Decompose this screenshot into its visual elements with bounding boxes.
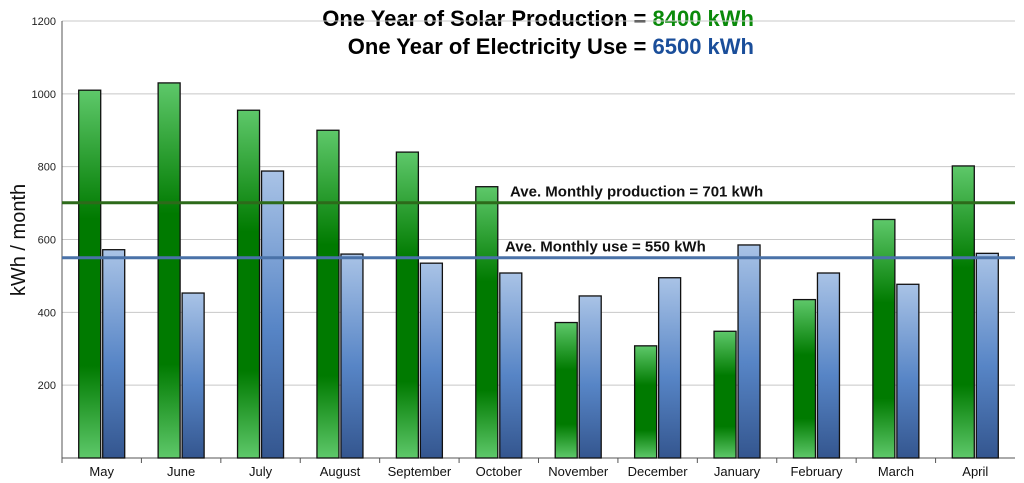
title-production-prefix: One Year of Solar Production = [322,6,653,31]
y-tick-label: 200 [38,380,56,392]
reference-lines: Ave. Monthly production = 701 kWh Ave. Mo… [62,184,1015,260]
x-tick-label: July [249,464,273,479]
production-bar-march [872,218,896,459]
use-bar-october [499,272,523,459]
x-tick-label: May [89,464,114,479]
production-bar-august [316,129,340,459]
y-tick-label: 400 [38,307,56,319]
y-tick-label: 600 [38,235,56,247]
axes: 200 400 600 800 1000 1200 May June July August Sep… [32,16,1015,479]
avg-use-label: Ave. Monthly use = 550 kWh [505,239,706,256]
title-use-value: 6500 kWh [652,34,755,59]
x-tick-label: October [476,464,523,479]
production-bar-may [78,89,102,459]
chart-title-production: One Year of Solar Production = 8400 kWh [322,6,754,32]
x-tick-label: September [388,464,452,479]
x-tick-label: January [714,464,761,479]
use-bar-november [578,295,602,459]
x-tick-label: December [628,464,689,479]
production-bar-december [633,345,658,459]
chart-title-use: One Year of Electricity Use = 6500 kWh [348,34,754,60]
y-axis-label: kWh / month [8,184,30,296]
use-bar-august [340,253,364,459]
use-bar-december [657,277,682,459]
use-bar-september [419,262,444,459]
y-tick-label: 1000 [32,89,56,101]
x-tick-label: February [790,464,843,479]
y-tick-label: 1200 [32,16,56,28]
avg-production-label: Ave. Monthly production = 701 kWh [510,184,763,201]
use-bar-may [102,249,126,459]
x-tick-label: August [320,464,361,479]
production-bar-july [236,109,261,459]
use-bar-july [260,170,285,459]
production-bar-june [157,82,181,459]
production-bar-january [713,330,737,459]
bars [78,82,999,459]
x-tick-label: April [962,464,988,479]
x-tick-label: November [548,464,609,479]
use-bar-february [816,272,841,459]
use-bar-january [737,244,761,459]
x-tick-label: June [167,464,195,479]
use-bar-march [896,283,920,459]
title-production-value: 8400 kWh [652,6,755,31]
production-bar-february [792,298,817,459]
gridlines [62,20,1015,386]
x-tick-label: March [878,464,914,479]
production-bar-november [554,321,578,459]
production-bar-april [951,165,975,459]
production-bar-september [395,151,420,459]
use-bar-june [181,292,205,459]
use-bar-april [975,252,999,459]
y-tick-label: 800 [38,162,56,174]
production-bar-october [475,186,499,459]
title-use-prefix: One Year of Electricity Use = [347,34,653,59]
